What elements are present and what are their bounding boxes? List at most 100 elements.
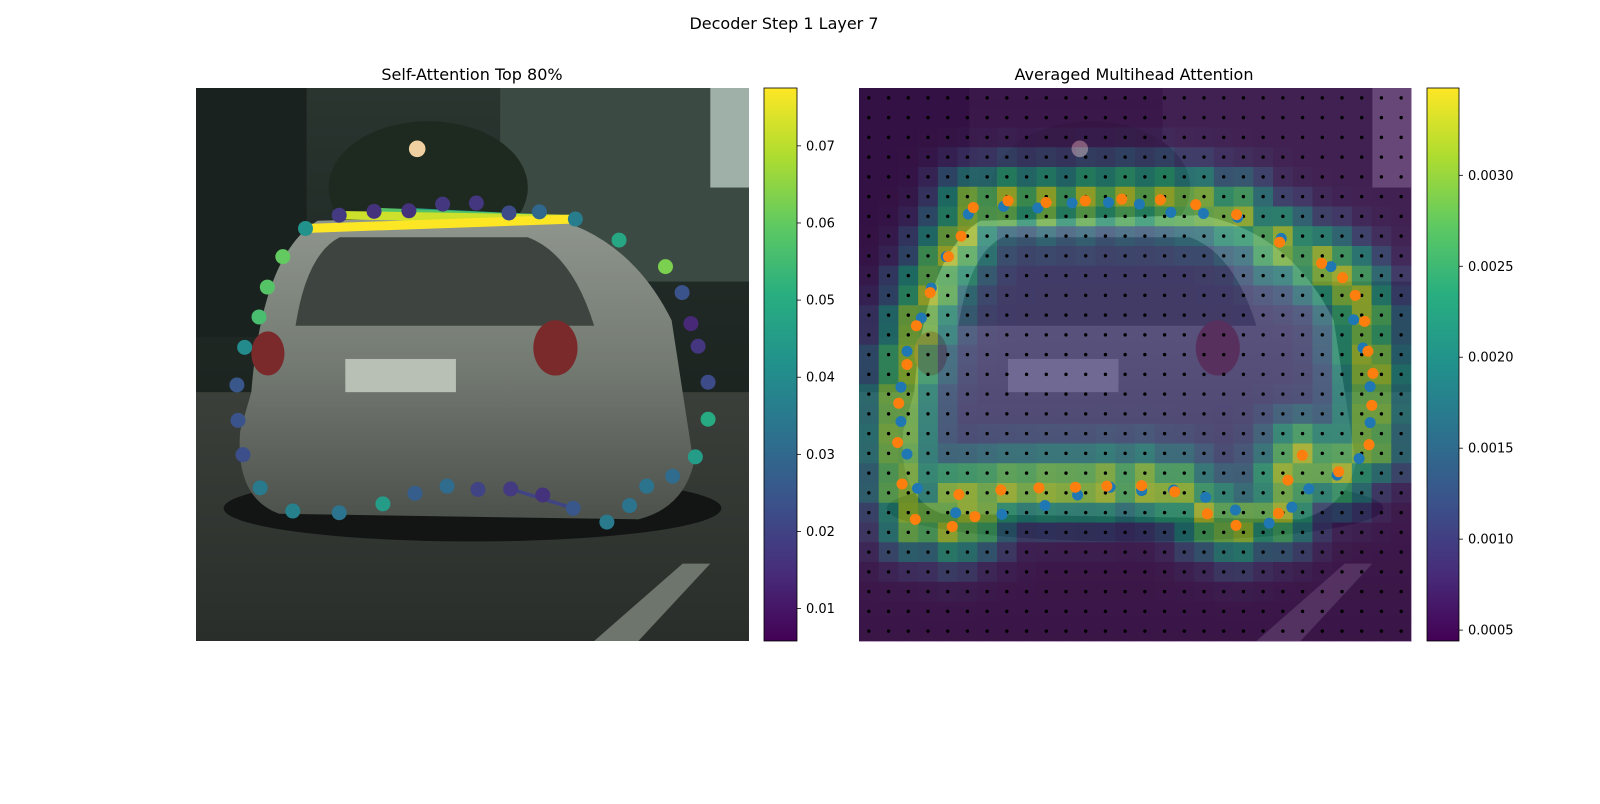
reference-dot <box>906 550 910 554</box>
reference-dot <box>1044 254 1048 258</box>
reference-dot <box>1123 510 1127 515</box>
reference-dot <box>1123 629 1127 633</box>
reference-dot <box>1005 155 1009 159</box>
reference-dot <box>1399 333 1403 337</box>
reference-dot <box>1103 451 1108 456</box>
keypoint <box>1190 199 1202 211</box>
attention-point <box>366 203 382 219</box>
reference-dot <box>985 135 989 140</box>
reference-dot <box>1281 609 1285 614</box>
keypoint <box>1033 482 1045 494</box>
reference-dot <box>906 412 910 416</box>
colorbar-tick-label: 0.0005 <box>1468 624 1514 639</box>
reference-dot <box>1281 96 1285 100</box>
reference-dot <box>886 451 891 456</box>
reference-dot <box>1281 155 1285 159</box>
reference-dot <box>1123 372 1127 377</box>
reference-dot <box>1103 372 1108 377</box>
reference-dot <box>1064 135 1068 140</box>
reference-dot <box>1222 273 1226 278</box>
reference-dot <box>1241 589 1246 594</box>
keypoint <box>1231 209 1243 221</box>
keypoint <box>1066 197 1078 209</box>
reference-dot <box>1281 412 1285 416</box>
reference-dot <box>985 155 989 159</box>
reference-dot <box>946 431 950 436</box>
reference-dot <box>1024 570 1029 574</box>
reference-dot <box>1399 352 1403 357</box>
reference-dot <box>1162 491 1167 495</box>
reference-dot <box>1123 96 1127 100</box>
reference-dot <box>1024 431 1029 436</box>
reference-dot <box>1399 392 1403 396</box>
reference-dot <box>886 392 891 396</box>
reference-dot <box>1103 609 1108 614</box>
reference-dot <box>1320 629 1324 633</box>
reference-dot <box>1261 293 1265 298</box>
reference-dot <box>1222 570 1226 574</box>
reference-dot <box>906 609 910 614</box>
keypoint <box>1316 257 1328 269</box>
keypoint <box>953 488 965 500</box>
reference-dot <box>1005 431 1009 436</box>
reference-dot <box>1340 589 1344 594</box>
reference-dot <box>1182 510 1186 515</box>
reference-dot <box>1399 471 1403 475</box>
reference-dot <box>1300 293 1305 298</box>
reference-dot <box>1044 96 1048 100</box>
reference-dot <box>867 194 871 199</box>
colorbar-tick-label: 0.03 <box>806 448 835 463</box>
reference-dot <box>1084 372 1088 377</box>
reference-dot <box>1162 273 1167 278</box>
reference-dot <box>1222 175 1226 179</box>
reference-dot <box>1261 392 1265 396</box>
reference-dot <box>1044 412 1048 416</box>
reference-dot <box>965 491 970 495</box>
reference-dot <box>1182 392 1186 396</box>
reference-dot <box>1202 392 1206 396</box>
reference-dot <box>1064 451 1068 456</box>
reference-dot <box>1084 115 1088 120</box>
reference-dot <box>1044 273 1048 278</box>
reference-dot <box>1281 372 1285 377</box>
attention-point <box>535 487 551 503</box>
reference-dot <box>1300 96 1305 100</box>
reference-dot <box>1222 293 1226 298</box>
reference-dot <box>886 273 891 278</box>
reference-dot <box>1399 609 1403 614</box>
reference-dot <box>1320 570 1324 574</box>
reference-dot <box>1162 333 1167 337</box>
reference-dot <box>1024 510 1029 515</box>
keypoint <box>1303 483 1315 495</box>
reference-dot <box>1340 313 1344 317</box>
reference-dot <box>1340 115 1344 120</box>
reference-dot <box>1320 333 1324 337</box>
reference-dot <box>1360 96 1364 100</box>
reference-dot <box>1162 135 1167 140</box>
reference-dot <box>1399 293 1403 298</box>
reference-dot <box>1379 254 1384 258</box>
reference-dot <box>1281 491 1285 495</box>
self-attention-colorbar-ticks: 0.01 0.02 0.03 0.04 0.05 0.06 0.07 <box>797 139 835 617</box>
reference-dot <box>1084 491 1088 495</box>
reference-dot <box>1241 530 1246 535</box>
reference-dot <box>1300 214 1305 219</box>
attention-point <box>439 478 455 494</box>
reference-dot <box>1084 352 1088 357</box>
reference-dot <box>1143 135 1147 140</box>
reference-dot <box>1320 194 1324 199</box>
reference-dot <box>1399 412 1403 416</box>
reference-dot <box>1162 372 1167 377</box>
reference-dot <box>1143 372 1147 377</box>
keypoint <box>946 521 958 533</box>
reference-dot <box>1162 155 1167 159</box>
reference-dot <box>1084 629 1088 633</box>
reference-dot <box>1143 352 1147 357</box>
reference-dot <box>1143 273 1147 278</box>
reference-dot <box>1005 471 1009 475</box>
reference-dot <box>1182 115 1186 120</box>
reference-dot <box>1123 214 1127 219</box>
reference-dot <box>1379 609 1384 614</box>
reference-dot <box>1320 372 1324 377</box>
reference-dot <box>1320 175 1324 179</box>
